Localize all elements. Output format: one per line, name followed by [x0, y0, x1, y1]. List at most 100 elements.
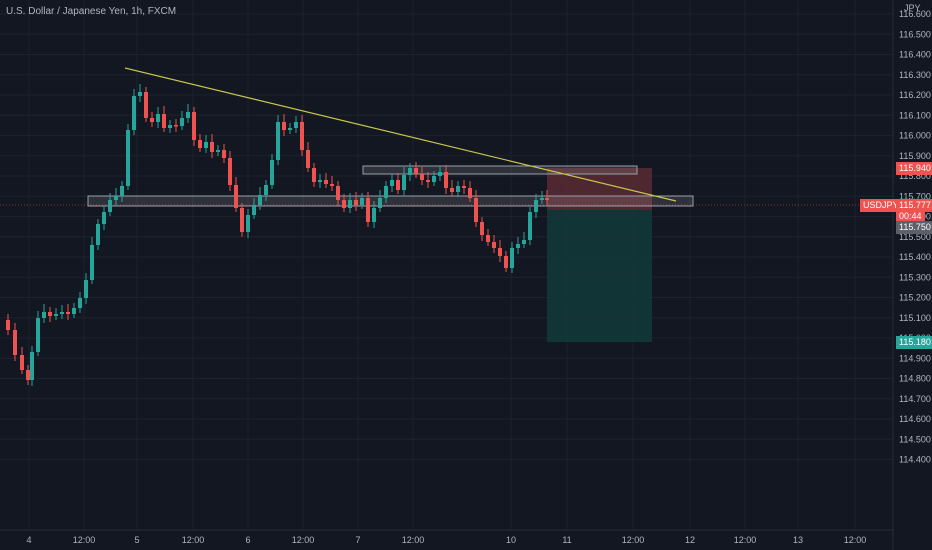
- price-tick-label: 114.400: [899, 455, 931, 465]
- candle-body: [246, 215, 250, 232]
- candle-body: [270, 160, 274, 185]
- candle-body: [510, 248, 514, 268]
- time-tick-label: 12: [685, 535, 695, 545]
- price-tick-label: 115.500: [899, 232, 931, 242]
- candle-body: [84, 280, 88, 298]
- candle-body: [384, 186, 388, 198]
- candle-body: [396, 180, 400, 190]
- candle-body: [342, 200, 346, 208]
- candle-body: [108, 200, 112, 212]
- price-tick-label: 115.900: [899, 151, 931, 161]
- candle-body: [294, 122, 298, 128]
- price-tick-label: 115.400: [899, 252, 931, 262]
- candle-body: [438, 172, 442, 176]
- candle-body: [126, 130, 130, 186]
- candle-body: [450, 188, 454, 192]
- countdown-tag: 00:44: [896, 210, 925, 223]
- candlestick-series: [6, 84, 549, 386]
- candle-body: [545, 198, 549, 200]
- candle-body: [480, 222, 484, 235]
- price-tick-label: 114.800: [899, 374, 931, 384]
- entry-price-tag: 115.750: [896, 221, 932, 234]
- candle-body: [378, 198, 382, 208]
- price-tick-label: 115.100: [899, 313, 931, 323]
- price-tick-label: 116.100: [899, 110, 931, 120]
- price-tick-label: 115.700: [899, 191, 931, 201]
- candle-body: [216, 150, 220, 152]
- stop-loss-zone[interactable]: [547, 168, 652, 210]
- price-tick-label: 116.400: [899, 50, 931, 60]
- candle-body: [252, 205, 256, 215]
- price-tick-label: 114.900: [899, 353, 931, 363]
- price-tick-label: 116.500: [899, 29, 931, 39]
- target-price-tag: 115.180: [896, 336, 932, 349]
- candle-body: [498, 248, 502, 256]
- candle-body: [258, 195, 262, 205]
- candle-body: [54, 314, 58, 316]
- time-tick-label: 12:00: [182, 535, 205, 545]
- candle-body: [408, 168, 412, 175]
- candle-body: [456, 186, 460, 192]
- candle-body: [288, 128, 292, 130]
- candle-body: [414, 168, 418, 174]
- candle-body: [330, 184, 334, 186]
- time-tick-label: 12:00: [734, 535, 757, 545]
- candle-body: [336, 186, 340, 200]
- resistance-zone-lower[interactable]: [87, 195, 694, 207]
- time-tick-label: 12:00: [622, 535, 645, 545]
- candle-body: [462, 186, 466, 188]
- candle-body: [306, 150, 310, 168]
- candle-body: [312, 168, 316, 182]
- candle-body: [276, 122, 280, 160]
- symbol-tag: USDJPY: [860, 199, 902, 212]
- candle-body: [180, 118, 184, 126]
- time-tick-label: 5: [134, 535, 139, 545]
- candle-body: [156, 114, 160, 122]
- candle-body: [192, 112, 196, 140]
- trendline[interactable]: [124, 67, 677, 202]
- time-tick-label: 10: [506, 535, 516, 545]
- candle-body: [366, 198, 370, 222]
- candle-body: [138, 92, 142, 96]
- price-tick-label: 116.200: [899, 90, 931, 100]
- candle-body: [60, 312, 64, 314]
- candle-body: [48, 312, 52, 316]
- candle-body: [150, 118, 154, 122]
- price-axis[interactable]: 116.600 116.500 116.400 116.300 116.200 116.1…: [899, 9, 931, 465]
- candle-body: [540, 198, 544, 200]
- candle-body: [318, 180, 322, 182]
- candle-body: [132, 96, 136, 130]
- price-tick-label: 116.300: [899, 70, 931, 80]
- candle-body: [114, 196, 118, 200]
- candle-body: [522, 240, 526, 244]
- chart-grid: [0, 0, 893, 530]
- price-tick-label: 115.200: [899, 293, 931, 303]
- candle-body: [36, 318, 40, 352]
- candle-body: [210, 142, 214, 152]
- price-tick-label: 116.000: [899, 131, 931, 141]
- time-tick-label: 7: [355, 535, 360, 545]
- candle-body: [6, 320, 10, 330]
- candle-body: [234, 185, 238, 208]
- candle-body: [174, 125, 178, 127]
- candle-body: [528, 212, 532, 240]
- candle-body: [534, 200, 538, 212]
- current-price-tag: 115.777: [896, 199, 932, 212]
- candle-body: [240, 208, 244, 232]
- candle-body: [390, 180, 394, 186]
- price-tick-label: 116.600: [899, 9, 931, 19]
- price-tick-label: 114.500: [899, 434, 931, 444]
- candle-body: [282, 122, 286, 130]
- candle-body: [42, 312, 46, 318]
- candle-body: [402, 175, 406, 190]
- time-tick-label: 12:00: [292, 535, 315, 545]
- resistance-zone-upper[interactable]: [362, 165, 638, 175]
- take-profit-zone[interactable]: [547, 210, 652, 342]
- candle-body: [444, 172, 448, 188]
- candle-body: [504, 256, 508, 268]
- candle-body: [222, 150, 226, 158]
- time-axis[interactable]: 4 12:00 5 12:00 6 12:00 7 12:00 10 11 12:00 12 12:00…: [26, 535, 866, 545]
- candle-body: [120, 186, 124, 196]
- candle-body: [420, 174, 424, 180]
